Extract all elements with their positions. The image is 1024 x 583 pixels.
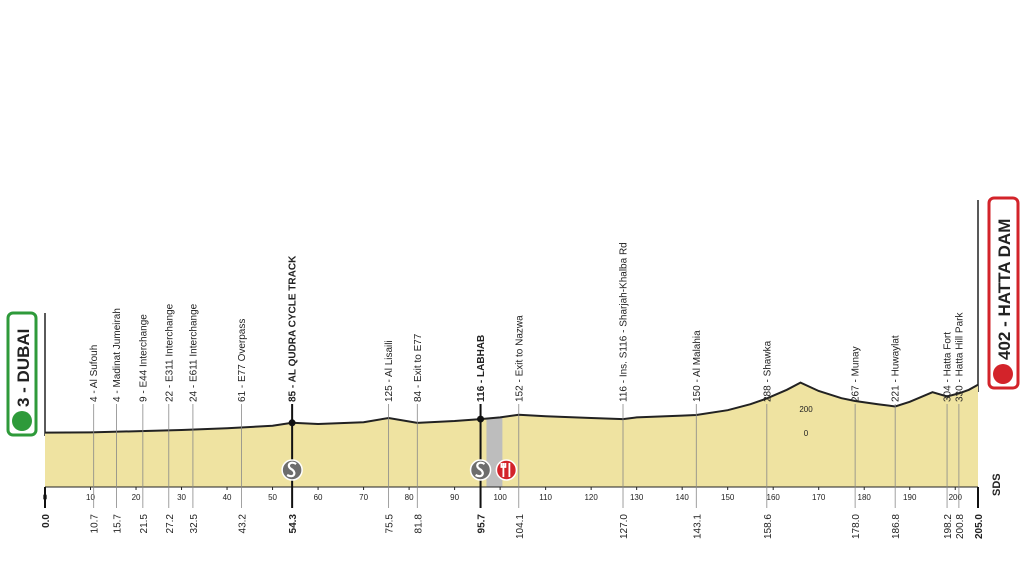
waypoint-name: 84 - Exit to E77	[413, 333, 424, 402]
waypoint-name: 116 - LABHAB	[476, 335, 487, 402]
x-tick-label: 40	[223, 493, 232, 502]
km-label: 0.0	[41, 514, 52, 528]
x-tick-label: 50	[268, 493, 277, 502]
y-tick-label: 200	[799, 405, 813, 414]
x-tick-label: 10	[86, 493, 95, 502]
x-tick-label: 130	[630, 493, 644, 502]
km-label: 104.1	[515, 514, 526, 539]
waypoint-name: 304 - Hatta Fort	[943, 332, 954, 402]
km-label: 27.2	[165, 514, 176, 534]
waypoint-name: 116 - Ins. S116 - Sharjah-Khalba Rd	[619, 242, 630, 402]
km-label: 95.7	[477, 514, 488, 534]
waypoint-name: 4 - Madinat Jumeirah	[112, 308, 123, 402]
x-tick-label: 120	[584, 493, 598, 502]
sprint-icon-glyph	[475, 461, 486, 478]
waypoint-name: 22 - E311 Interchange	[164, 303, 175, 402]
waypoint-name: 125 - Al Lisaili	[384, 340, 395, 402]
logo: SDS	[991, 473, 1003, 496]
x-tick-label: 20	[132, 493, 141, 502]
waypoint-name: 85 - AL QUDRA CYCLE TRACK	[288, 255, 299, 402]
km-label: 10.7	[90, 514, 101, 534]
x-tick-label: 80	[405, 493, 414, 502]
x-tick-label: 100	[493, 493, 507, 502]
waypoint-name: 288 - Shawka	[762, 340, 773, 402]
x-tick-label: 170	[812, 493, 826, 502]
km-label: 186.8	[891, 514, 902, 539]
waypoint-name: 24 - E611 Interchange	[188, 303, 199, 402]
x-tick-label: 200	[949, 493, 963, 502]
x-tick-label: 90	[450, 493, 459, 502]
km-label: 205.0	[974, 514, 985, 539]
km-label: 200.8	[955, 514, 966, 539]
km-label: 178.0	[851, 514, 862, 539]
km-label: 143.1	[692, 514, 703, 539]
km-label: 198.2	[943, 514, 954, 539]
waypoint-name: 221 - Huwaylat	[891, 335, 902, 402]
finish-label: 402 - HATTA DAM	[995, 219, 1014, 360]
start-label: 3 - DUBAI	[14, 329, 33, 407]
waypoint-name: 152 - Exit to Nazwa	[514, 315, 525, 402]
sprint-icon-glyph	[286, 461, 297, 478]
x-tick-label: 110	[539, 493, 552, 502]
waypoint-name: 9 - E44 Interchange	[138, 314, 149, 402]
x-tick-label: 180	[858, 493, 872, 502]
waypoint-dot	[477, 415, 485, 423]
start-icon	[12, 411, 32, 431]
x-tick-label: 150	[721, 493, 735, 502]
waypoint-name: 267 - Munay	[851, 346, 862, 402]
x-tick-label: 60	[314, 493, 323, 502]
waypoint-name: 330 - Hatta Hill Park	[954, 312, 965, 402]
x-tick-label: 140	[675, 493, 689, 502]
waypoint-name: 150 - Al Malahia	[692, 330, 703, 402]
km-label: 158.6	[763, 514, 774, 539]
waypoint-dot	[288, 419, 296, 427]
x-tick-label: 30	[177, 493, 186, 502]
x-tick-label: 70	[359, 493, 368, 502]
start-box	[6, 311, 38, 437]
km-label: 127.0	[619, 514, 630, 539]
x-tick-label: 190	[903, 493, 917, 502]
finish-icon	[993, 364, 1013, 384]
km-label: 15.7	[112, 514, 123, 534]
y-tick-label: 0	[804, 429, 809, 438]
x-tick-label: 160	[767, 493, 781, 502]
km-label: 75.5	[385, 514, 396, 534]
km-label: 21.5	[139, 514, 150, 534]
feed-icon-glyph	[500, 463, 511, 477]
waypoint-name: 61 - E77 Overpass	[237, 319, 248, 402]
feed-icon	[495, 459, 518, 481]
km-label: 43.2	[238, 514, 249, 534]
km-label: 32.5	[189, 514, 200, 534]
km-label: 81.8	[413, 514, 424, 534]
waypoint-name: 4 - Al Sufouh	[89, 345, 100, 402]
profile-area	[45, 382, 978, 487]
finish-box	[987, 196, 1020, 390]
km-label: 54.3	[288, 514, 299, 534]
